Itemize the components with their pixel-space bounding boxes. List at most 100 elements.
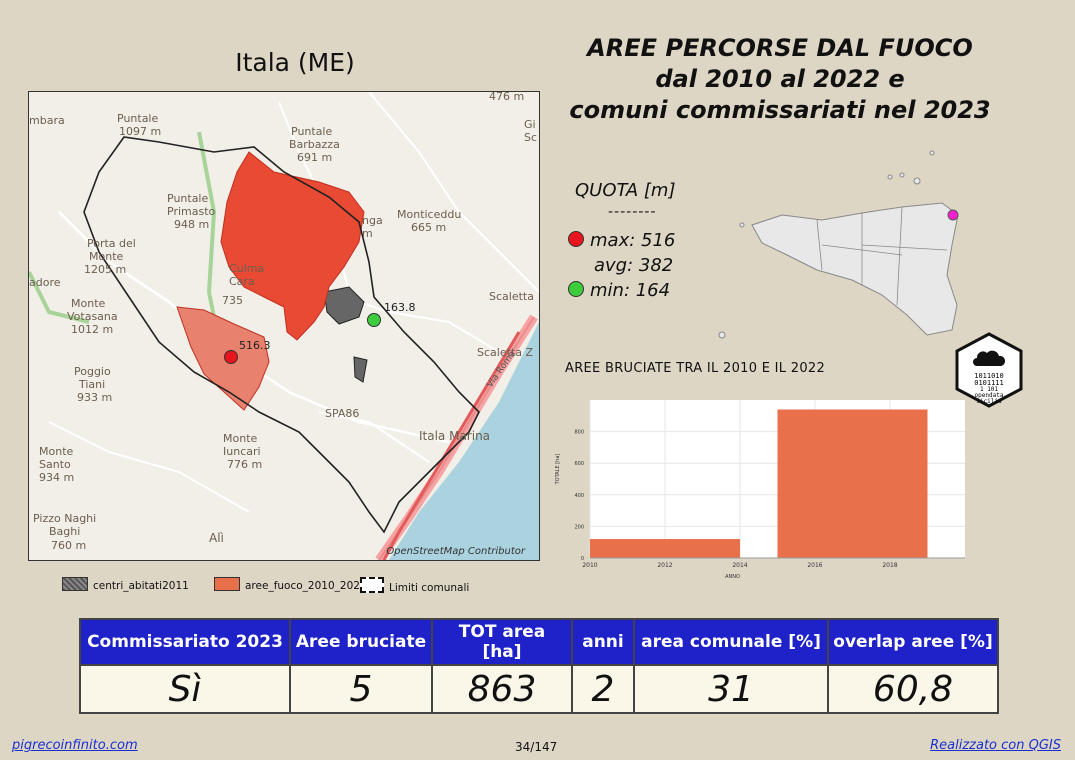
svg-text:1 101: 1 101 xyxy=(980,386,998,393)
place-label: Monte xyxy=(89,250,124,263)
x-tick-label: 2014 xyxy=(732,562,747,569)
svg-text:sicilia: sicilia xyxy=(976,398,1002,405)
sea xyxy=(389,322,539,560)
page-number: 34/147 xyxy=(515,740,558,754)
place-label: Monte xyxy=(223,432,258,445)
min-elevation-label: 163.8 xyxy=(384,301,416,314)
stats-value: 2 xyxy=(571,664,635,714)
min-dot-icon xyxy=(568,281,584,297)
fire-area-large[interactable] xyxy=(220,151,365,341)
place-label: Iuncari xyxy=(223,445,261,458)
stats-value: 31 xyxy=(633,664,829,714)
quota-avg-row: avg: 382 xyxy=(594,255,673,276)
quota-max: max: 516 xyxy=(590,230,676,251)
place-label: 934 m xyxy=(39,471,74,484)
place-label: Alì xyxy=(209,531,224,545)
y-axis-label: TOTALE [ha] xyxy=(555,454,561,486)
road xyxy=(318,411,430,463)
footer-website-link[interactable]: pigrecoinfinito.com xyxy=(12,738,138,753)
stats-header-row: Commissariato 2023 Aree bruciate TOT are… xyxy=(79,618,999,666)
y-tick-label: 600 xyxy=(574,461,584,467)
title-line-3: comuni commissariati nel 2023 xyxy=(569,96,991,124)
bar-chart: 2010 2012 2014 2016 2018 0 200 400 600 800 ANNO TOT… xyxy=(555,400,965,580)
y-tick-label: 400 xyxy=(574,493,584,499)
sicily-locator-map xyxy=(718,150,959,339)
stats-header: anni xyxy=(571,618,635,666)
quota-min: min: 164 xyxy=(590,280,671,301)
place-label: Pizzo Naghi xyxy=(33,512,96,525)
x-tick-label: 2012 xyxy=(657,562,672,569)
place-label: mbara xyxy=(29,114,65,127)
main-title: AREE PERCORSE DAL FUOCO dal 2010 al 2022… xyxy=(560,33,1000,126)
place-label: 948 m xyxy=(174,218,209,231)
place-label: 691 m xyxy=(297,151,332,164)
boundary-swatch-icon xyxy=(360,577,384,593)
map-panel[interactable]: 516.3 163.8 Puntale 1097 m Puntale Prima… xyxy=(28,91,540,561)
place-label: Sc xyxy=(524,131,537,144)
x-axis-label: ANNO xyxy=(725,574,740,580)
place-label: nga xyxy=(362,214,383,227)
place-label: Votasana xyxy=(67,310,118,323)
island xyxy=(899,172,905,178)
bar xyxy=(590,539,740,558)
map-title: Itala (ME) xyxy=(235,48,355,77)
map-canvas: 516.3 163.8 Puntale 1097 m Puntale Prima… xyxy=(29,92,539,560)
place-label: Culma xyxy=(229,262,264,275)
place-label: 1097 m xyxy=(119,125,161,138)
place-label: 476 m xyxy=(489,92,524,103)
quota-avg: avg: 382 xyxy=(594,255,674,276)
max-elevation-point[interactable] xyxy=(224,350,238,364)
settlement-area xyxy=(323,286,365,325)
title-line-1: AREE PERCORSE DAL FUOCO xyxy=(587,34,973,62)
place-label: Monticeddu xyxy=(397,208,461,221)
place-label: Santo xyxy=(39,458,71,471)
footer-qgis-link[interactable]: Realizzato con QGIS xyxy=(930,738,1061,753)
quota-max-row: max: 516 xyxy=(568,230,675,251)
legend-label: aree_fuoco_2010_2022 xyxy=(245,580,367,592)
province-borders xyxy=(816,206,948,306)
min-elevation-point[interactable] xyxy=(367,313,381,327)
place-label: Puntale xyxy=(117,112,158,125)
place-label: Scaletta Z xyxy=(477,346,533,359)
place-label: Monte xyxy=(39,445,74,458)
road xyxy=(48,421,250,513)
map-attribution: OpenStreetMap Contributor xyxy=(386,546,525,557)
x-tick-label: 2018 xyxy=(882,562,897,569)
quota-title: QUOTA [m] xyxy=(575,180,676,201)
stats-header: area comunale [%] xyxy=(633,618,829,666)
max-dot-icon xyxy=(568,231,584,247)
island xyxy=(929,150,935,156)
road-label: SPA86 xyxy=(325,407,359,420)
island xyxy=(718,331,726,339)
place-label: Poggio xyxy=(74,365,111,378)
fire-swatch-icon xyxy=(214,577,240,591)
place-label: Monte xyxy=(71,297,106,310)
place-label: Gi xyxy=(524,118,536,131)
place-label: Barbazza xyxy=(289,138,340,151)
place-label: Porta del xyxy=(87,237,136,250)
island xyxy=(913,177,921,185)
stats-table: Commissariato 2023 Aree bruciate TOT are… xyxy=(79,618,999,714)
svg-text:1011010: 1011010 xyxy=(974,372,1004,380)
legend-item-aree-fuoco: aree_fuoco_2010_2022 xyxy=(214,577,367,592)
place-label: adore xyxy=(29,276,61,289)
legend-item-limiti: Limiti comunali xyxy=(360,577,469,594)
quota-separator: -------- xyxy=(608,204,657,220)
stats-header: TOT area [ha] xyxy=(431,618,573,666)
municipal-boundary xyxy=(83,136,480,534)
place-label: Scaletta xyxy=(489,290,534,303)
svg-text:0101111: 0101111 xyxy=(974,379,1004,387)
fire-area-small[interactable] xyxy=(176,306,270,411)
stats-value-row: Sì 5 863 2 31 60,8 xyxy=(79,664,999,714)
stats-value: 5 xyxy=(289,664,433,714)
svg-text:opendata: opendata xyxy=(975,392,1004,399)
place-label: m xyxy=(362,227,373,240)
place-label: Baghi xyxy=(49,525,80,538)
legend-label: centri_abitati2011 xyxy=(93,580,189,592)
stats-header: Aree bruciate xyxy=(289,618,433,666)
x-tick-label: 2010 xyxy=(582,562,597,569)
place-label: 760 m xyxy=(51,539,86,552)
green-area xyxy=(29,271,90,324)
place-label: 1205 m xyxy=(84,263,126,276)
y-tick-label: 200 xyxy=(574,524,584,530)
